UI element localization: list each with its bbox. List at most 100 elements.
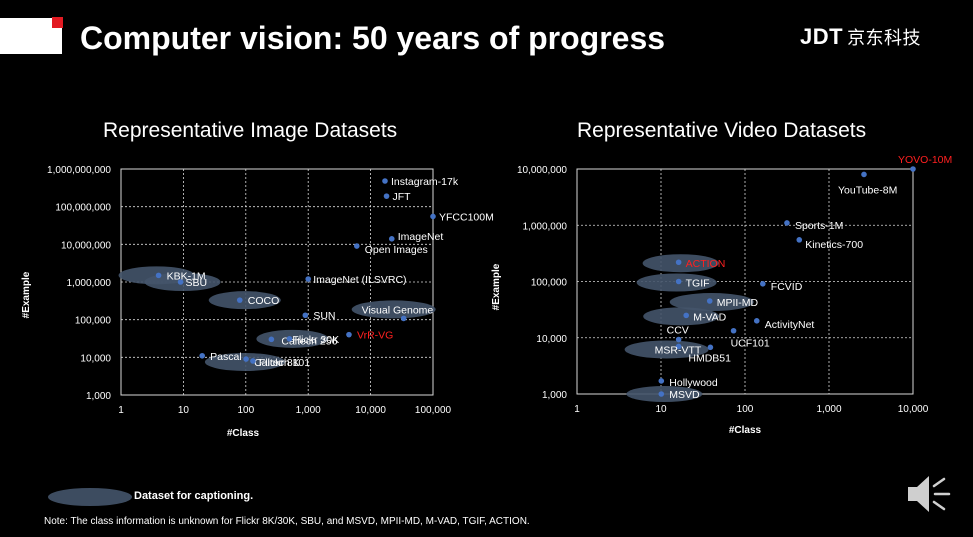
data-point bbox=[753, 318, 760, 324]
data-label: SBU bbox=[186, 277, 208, 289]
x-tick-label: 1 bbox=[574, 404, 580, 415]
x-tick-label: 10,000 bbox=[898, 404, 929, 415]
data-label: MSR-VTT bbox=[655, 344, 702, 356]
x-tick-label: 10,000 bbox=[355, 405, 386, 416]
caption-ellipse bbox=[351, 300, 436, 319]
data-point bbox=[910, 166, 916, 172]
y-axis-label: #Example bbox=[21, 271, 32, 318]
data-label: YFCC100M bbox=[439, 211, 494, 223]
speaker-icon[interactable] bbox=[904, 470, 956, 523]
data-label: COCO bbox=[248, 295, 280, 307]
data-label: Caltech 101 bbox=[254, 357, 310, 369]
data-point bbox=[683, 312, 690, 319]
caption-ellipse bbox=[624, 340, 709, 359]
data-label: VrR-VG bbox=[357, 330, 393, 342]
data-point bbox=[382, 178, 388, 184]
data-point bbox=[706, 298, 713, 304]
data-point bbox=[243, 356, 249, 362]
data-label: Pascal bbox=[210, 351, 242, 363]
brand-mark-accent bbox=[52, 17, 63, 28]
plot-frame bbox=[576, 168, 914, 395]
x-tick-label: 10 bbox=[655, 404, 667, 415]
data-label: Instagram-17k bbox=[391, 176, 459, 188]
data-point bbox=[658, 378, 665, 384]
data-point bbox=[268, 336, 275, 343]
page-title: Computer vision: 50 years of progress bbox=[80, 20, 666, 56]
y-tick-label: 100,000,000 bbox=[55, 203, 111, 214]
logo-brand: JDT bbox=[800, 24, 844, 49]
y-tick-label: 100,000 bbox=[75, 316, 112, 327]
data-label: MSVD bbox=[669, 389, 700, 401]
y-tick-label: 1,000 bbox=[542, 390, 567, 401]
data-point bbox=[155, 272, 162, 279]
logo-cn: 京东科技 bbox=[847, 28, 922, 48]
data-label: ImageNet bbox=[398, 231, 444, 243]
x-axis-label: #Class bbox=[729, 425, 762, 436]
data-point bbox=[177, 279, 184, 285]
brand-mark bbox=[0, 18, 62, 54]
plot-frame bbox=[120, 168, 434, 396]
caption-ellipse bbox=[643, 307, 720, 326]
data-label: Sports-1M bbox=[795, 220, 843, 232]
data-label: KBK-1M bbox=[167, 270, 206, 282]
x-tick-label: 100,000 bbox=[415, 405, 452, 416]
data-label: TGIF bbox=[686, 278, 710, 290]
data-label: Caltech 256 bbox=[281, 335, 337, 347]
data-point bbox=[658, 391, 665, 397]
data-point bbox=[675, 336, 682, 343]
data-point bbox=[388, 236, 395, 242]
data-point bbox=[236, 297, 243, 303]
data-label: FCVID bbox=[771, 281, 803, 293]
x-tick-label: 100 bbox=[237, 405, 254, 416]
data-label: Hollywood bbox=[669, 377, 718, 389]
x-tick-label: 1,000 bbox=[816, 404, 841, 415]
data-label: Visual Genome bbox=[362, 304, 434, 316]
data-label: CCV bbox=[667, 325, 689, 337]
data-label: M-VAD bbox=[693, 311, 726, 323]
footnote: Note: The class information is unknown f… bbox=[44, 516, 530, 527]
data-label: ImageNet (ILSVRC) bbox=[313, 274, 406, 286]
image-chart-title: Representative Image Datasets bbox=[103, 119, 398, 142]
data-point bbox=[675, 259, 682, 266]
caption-ellipse bbox=[626, 386, 703, 402]
data-label: Flickr 30K bbox=[292, 334, 339, 346]
data-point bbox=[760, 281, 766, 287]
data-label: ActivityNet bbox=[765, 319, 815, 331]
company-logo: JDT 京东科技 bbox=[800, 24, 921, 50]
x-tick-label: 100 bbox=[737, 404, 754, 415]
data-label: SUN bbox=[313, 310, 335, 322]
x-tick-label: 1,000 bbox=[296, 405, 321, 416]
y-tick-label: 10,000,000 bbox=[517, 165, 567, 176]
data-label: Kinetics-700 bbox=[805, 239, 863, 251]
y-tick-label: 100,000 bbox=[531, 278, 568, 289]
y-tick-label: 10,000,000 bbox=[61, 240, 111, 251]
caption-ellipse bbox=[204, 352, 285, 371]
data-label: Flickr 8K bbox=[259, 357, 300, 369]
data-point bbox=[707, 344, 714, 351]
data-point bbox=[199, 352, 205, 359]
data-label: YOVO-10M bbox=[898, 154, 952, 166]
y-tick-label: 1,000,000,000 bbox=[47, 165, 111, 176]
data-label: HMDB51 bbox=[688, 352, 731, 364]
data-point bbox=[675, 278, 682, 285]
data-point bbox=[353, 243, 360, 249]
y-tick-label: 10,000 bbox=[536, 334, 567, 345]
y-axis-label: #Example bbox=[491, 263, 502, 310]
data-label: Open Images bbox=[365, 244, 428, 256]
data-point bbox=[250, 358, 256, 364]
x-tick-label: 10 bbox=[178, 405, 190, 416]
x-axis-label: #Class bbox=[227, 428, 260, 439]
x-tick-label: 1 bbox=[118, 405, 124, 416]
data-point bbox=[430, 213, 436, 220]
data-point bbox=[346, 331, 352, 338]
data-label: MPII-MD bbox=[717, 297, 759, 309]
y-tick-label: 1,000 bbox=[86, 391, 111, 402]
data-label: ACTION bbox=[686, 258, 726, 270]
data-point bbox=[305, 276, 312, 282]
data-point bbox=[730, 327, 737, 334]
data-label: UCF101 bbox=[731, 338, 770, 350]
data-label: YouTube-8M bbox=[838, 184, 897, 196]
y-tick-label: 1,000,000 bbox=[67, 278, 112, 289]
data-point bbox=[286, 336, 293, 342]
